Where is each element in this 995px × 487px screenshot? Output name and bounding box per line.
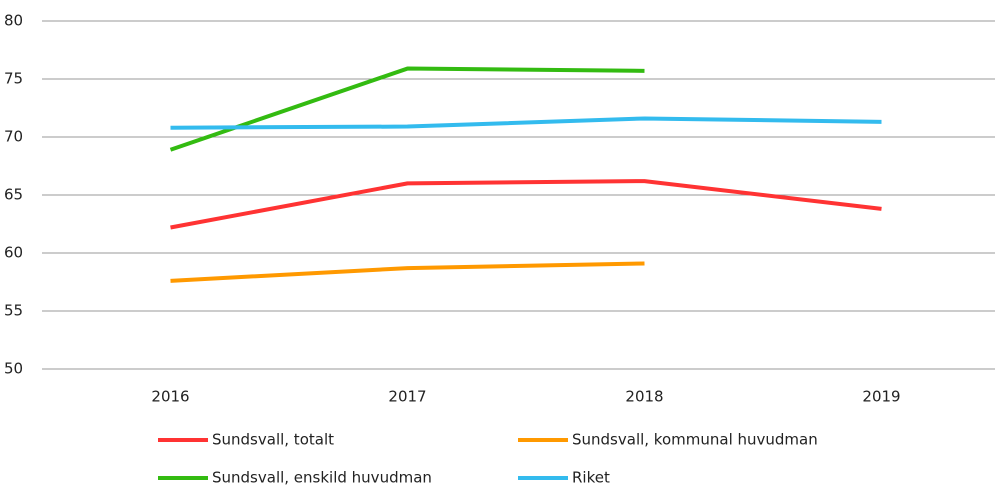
x-tick-label: 2017: [388, 388, 426, 406]
series-line: [170, 116, 882, 130]
legend-label: Riket: [572, 469, 610, 487]
legend-label: Sundsvall, enskild huvudman: [212, 469, 432, 487]
x-tick-label: 2018: [625, 388, 663, 406]
y-tick-label: 70: [4, 128, 23, 146]
y-tick-label: 50: [4, 360, 23, 378]
y-tick-label: 55: [4, 302, 23, 320]
y-tick-label: 60: [4, 244, 23, 262]
y-tick-label: 80: [4, 12, 23, 30]
x-tick-label: 2016: [151, 388, 189, 406]
series-line: [170, 179, 882, 230]
series-line: [170, 261, 645, 283]
legend-label: Sundsvall, kommunal huvudman: [572, 431, 818, 449]
y-tick-label: 65: [4, 186, 23, 204]
series-line: [169, 66, 645, 152]
legend-label: Sundsvall, totalt: [212, 431, 334, 449]
x-tick-label: 2019: [862, 388, 900, 406]
y-tick-label: 75: [4, 70, 23, 88]
